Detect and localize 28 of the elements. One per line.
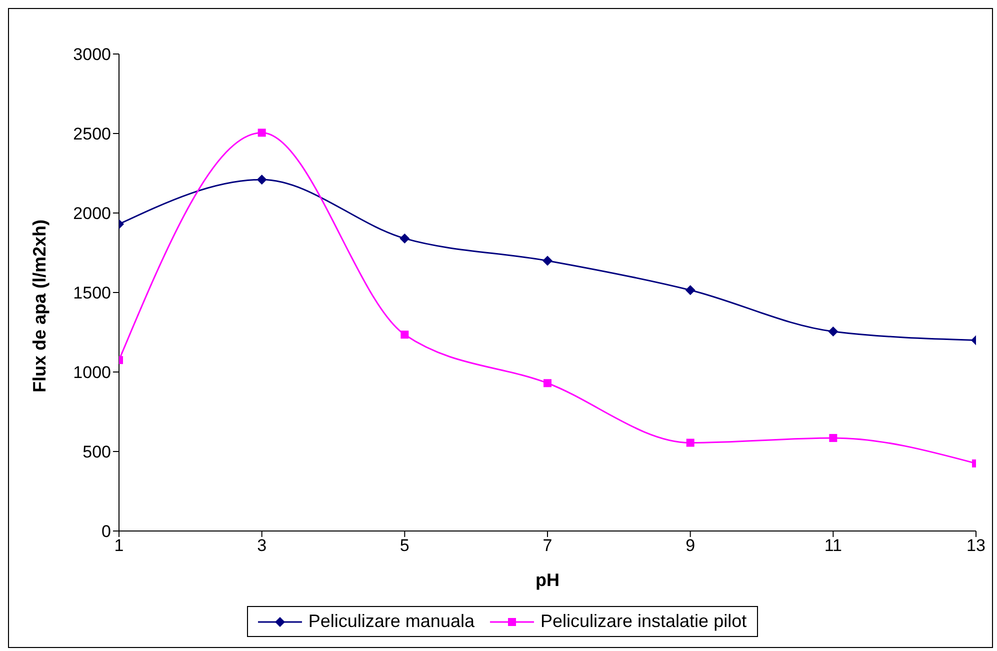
point: [686, 438, 694, 447]
y-tick-label: 2000: [73, 204, 111, 224]
point: [258, 128, 266, 137]
x-axis-title: pH: [536, 570, 560, 590]
x-tick-label: 1: [114, 536, 124, 556]
point: [400, 330, 409, 339]
x-tick-label: 3: [257, 536, 267, 556]
y-tick-label: 3000: [73, 45, 111, 64]
point: [256, 174, 267, 185]
point: [685, 285, 696, 296]
x-tick-label: 9: [686, 536, 696, 556]
y-tick-label: 500: [82, 442, 111, 462]
x-tick-label: 5: [400, 536, 410, 556]
legend-label: Peliculizare instalatie pilot: [539, 611, 747, 632]
legend-label: Peliculizare manuala: [307, 611, 474, 632]
point: [400, 233, 410, 244]
point: [828, 326, 838, 336]
x-tick-label: 11: [824, 536, 842, 556]
y-tick-label: 1000: [73, 363, 111, 382]
y-axis-title: Flux de apa (l/m2xh): [29, 219, 50, 392]
x-tick-label: 7: [542, 536, 552, 556]
y-tick-label: 1500: [73, 284, 111, 303]
point: [544, 379, 552, 388]
point: [542, 256, 552, 266]
x-tick-label: 13: [966, 536, 986, 556]
y-tick-label: 0: [102, 522, 111, 542]
point: [829, 434, 838, 442]
y-tick-label: 2500: [73, 124, 111, 144]
